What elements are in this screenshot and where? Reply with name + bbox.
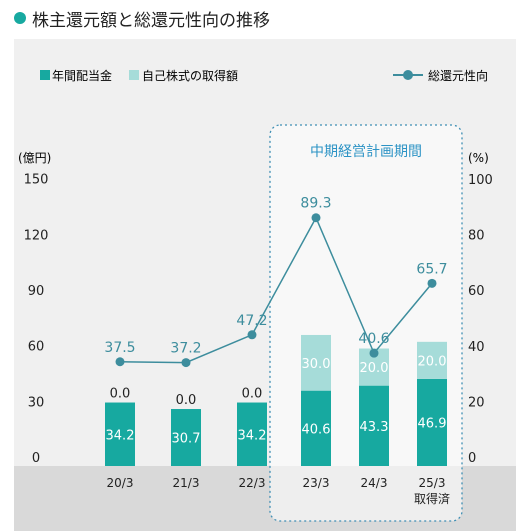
dividend-bar [359, 385, 389, 466]
dividend-data-label: 30.7 [172, 432, 201, 447]
buyback-bar [301, 334, 331, 391]
y-left-unit: (億円) [18, 151, 51, 165]
ratio-data-label: 37.2 [170, 341, 201, 357]
x-tick-label: 21/3 [173, 476, 200, 490]
y-left-tick-label: 30 [28, 395, 45, 410]
ratio-data-label: 37.5 [104, 340, 135, 356]
y-right-tick-label: 80 [468, 229, 485, 244]
ratio-point [115, 357, 125, 367]
buyback-data-label: 20.0 [360, 361, 389, 376]
legend-dividend-label: 年間配当金 [52, 68, 112, 83]
dividend-bar [301, 390, 331, 466]
legend-dividend-swatch [40, 70, 50, 80]
dividend-data-label: 46.9 [418, 416, 447, 431]
y-right-tick-label: 100 [468, 173, 493, 188]
y-left-tick-label: 0 [32, 451, 40, 466]
buyback-data-label: 0.0 [242, 387, 263, 402]
ratio-point [311, 213, 321, 223]
y-right-tick-label: 60 [468, 284, 485, 299]
x-tick-label: 24/3 [361, 476, 388, 490]
dividend-bar [237, 402, 267, 466]
y-right-unit: (%) [468, 151, 489, 165]
ratio-point [369, 348, 379, 358]
x-tick-note: 取得済 [414, 491, 450, 506]
dividend-data-label: 34.2 [238, 428, 267, 443]
x-tick-label: 25/3 [419, 476, 446, 490]
legend-ratio-label: 総還元性向 [428, 68, 488, 83]
dividend-bar [417, 378, 447, 466]
plan-period-label: 中期経営計画期間 [310, 144, 422, 160]
y-right-tick-label: 0 [468, 451, 476, 466]
y-left-tick-label: 90 [28, 284, 45, 299]
dividend-data-label: 40.6 [302, 422, 331, 437]
x-tick-label: 22/3 [239, 476, 266, 490]
y-left-tick-label: 120 [24, 228, 49, 243]
dividend-data-label: 43.3 [360, 420, 389, 435]
ratio-point [427, 278, 437, 288]
buyback-bar [417, 341, 447, 379]
buyback-data-label: 30.0 [302, 357, 331, 372]
dividend-bar [171, 409, 201, 466]
ratio-data-label: 89.3 [300, 196, 331, 212]
dividend-bar [105, 402, 135, 466]
ratio-data-label: 47.2 [236, 313, 267, 329]
ratio-point [181, 358, 191, 368]
y-right-tick-label: 20 [468, 395, 485, 410]
page-title-text: 株主還元額と総還元性向の推移 [32, 10, 270, 31]
x-tick-label: 20/3 [107, 476, 134, 490]
x-tick-label: 23/3 [303, 476, 330, 490]
legend-buyback-swatch [129, 70, 139, 80]
y-right-tick-label: 40 [468, 340, 485, 355]
ratio-data-label: 40.6 [358, 331, 389, 347]
title-bullet-icon [14, 12, 26, 24]
y-left-tick-label: 60 [28, 340, 45, 355]
ratio-line [119, 216, 433, 364]
buyback-data-label: 0.0 [110, 387, 131, 402]
buyback-data-label: 0.0 [176, 393, 197, 408]
dividend-data-label: 34.2 [106, 428, 135, 443]
page-title: 株主還元額と総還元性向の推移 [14, 6, 270, 31]
legend-ratio-marker [403, 70, 413, 80]
ratio-point [247, 330, 257, 340]
legend-buyback-label: 自己株式の取得額 [142, 68, 238, 83]
buyback-data-label: 20.0 [418, 354, 447, 369]
ratio-data-label: 65.7 [416, 261, 447, 277]
y-left-tick-label: 150 [24, 173, 49, 188]
